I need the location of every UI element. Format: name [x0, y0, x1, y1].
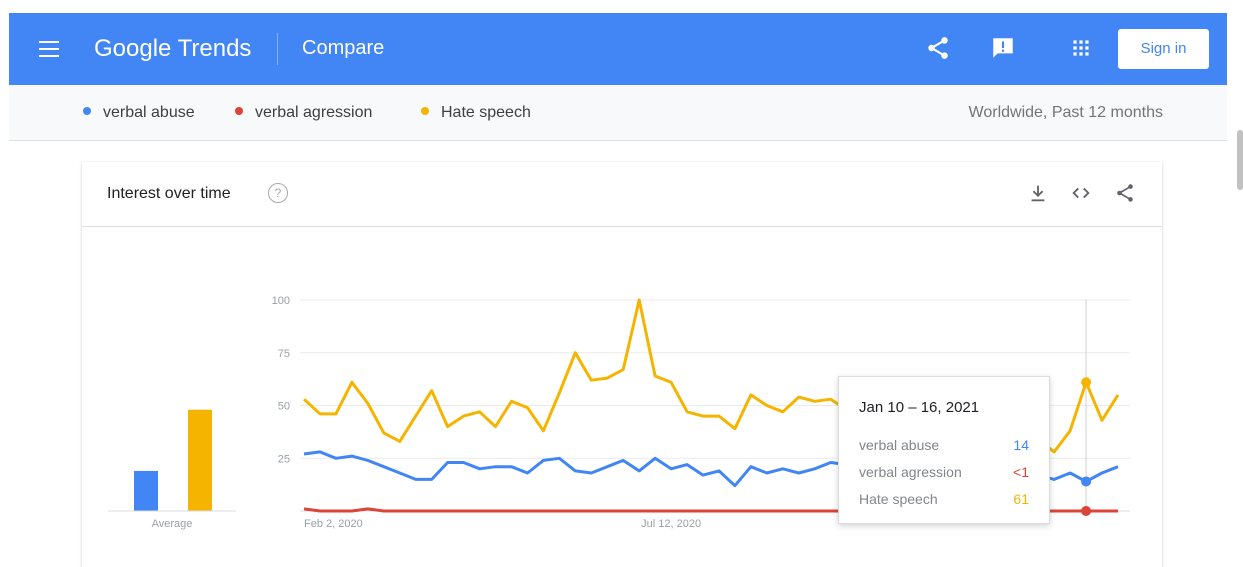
compare-terms-bar: verbal abuse verbal agression Hate speec…: [9, 85, 1227, 141]
sign-in-button[interactable]: Sign in: [1118, 29, 1209, 69]
tooltip-row-label: Hate speech: [859, 491, 938, 507]
share-icon[interactable]: [925, 35, 951, 61]
menu-icon[interactable]: [39, 41, 59, 57]
chart-tooltip: Jan 10 – 16, 2021 verbal abuse 14 verbal…: [838, 376, 1050, 524]
tooltip-date: Jan 10 – 16, 2021: [859, 399, 980, 416]
feedback-icon[interactable]: [990, 35, 1016, 61]
scrollbar[interactable]: [1237, 130, 1243, 190]
card-title: Interest over time: [107, 185, 231, 202]
region-time-filter[interactable]: Worldwide, Past 12 months: [968, 104, 1163, 121]
tooltip-row-label: verbal abuse: [859, 437, 940, 453]
app-bar: Google Trends Compare Sign in: [9, 13, 1227, 85]
series-color-dot: [421, 106, 429, 115]
share-icon[interactable]: [1114, 182, 1136, 204]
card-header: Interest over time ?: [82, 162, 1162, 227]
term-label: verbal abuse: [103, 104, 195, 121]
tooltip-row-hate-speech: Hate speech 61: [859, 491, 1029, 507]
term-verbal-abuse[interactable]: verbal abuse: [83, 104, 195, 122]
tooltip-row-verbal-agression: verbal agression <1: [859, 464, 1029, 480]
apps-icon[interactable]: [1068, 35, 1094, 61]
download-icon[interactable]: [1027, 182, 1049, 204]
header-divider: [277, 33, 278, 65]
brand-logo[interactable]: Google Trends: [94, 35, 252, 62]
tooltip-row-value: 61: [1013, 491, 1029, 507]
tooltip-row-value: 14: [1013, 437, 1029, 453]
series-color-dot: [83, 106, 91, 115]
tooltip-row-value: <1: [1013, 464, 1029, 480]
term-label: verbal agression: [255, 104, 373, 121]
tooltip-row-verbal-abuse: verbal abuse 14: [859, 437, 1029, 453]
page-title: Compare: [302, 37, 385, 59]
help-icon[interactable]: ?: [268, 183, 288, 203]
embed-icon[interactable]: [1070, 182, 1092, 204]
tooltip-row-label: verbal agression: [859, 464, 962, 480]
term-hate-speech[interactable]: Hate speech: [421, 104, 531, 122]
series-color-dot: [235, 106, 243, 115]
term-label: Hate speech: [441, 104, 531, 121]
term-verbal-agression[interactable]: verbal agression: [235, 104, 372, 122]
